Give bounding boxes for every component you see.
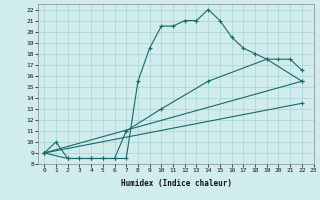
X-axis label: Humidex (Indice chaleur): Humidex (Indice chaleur) <box>121 179 231 188</box>
